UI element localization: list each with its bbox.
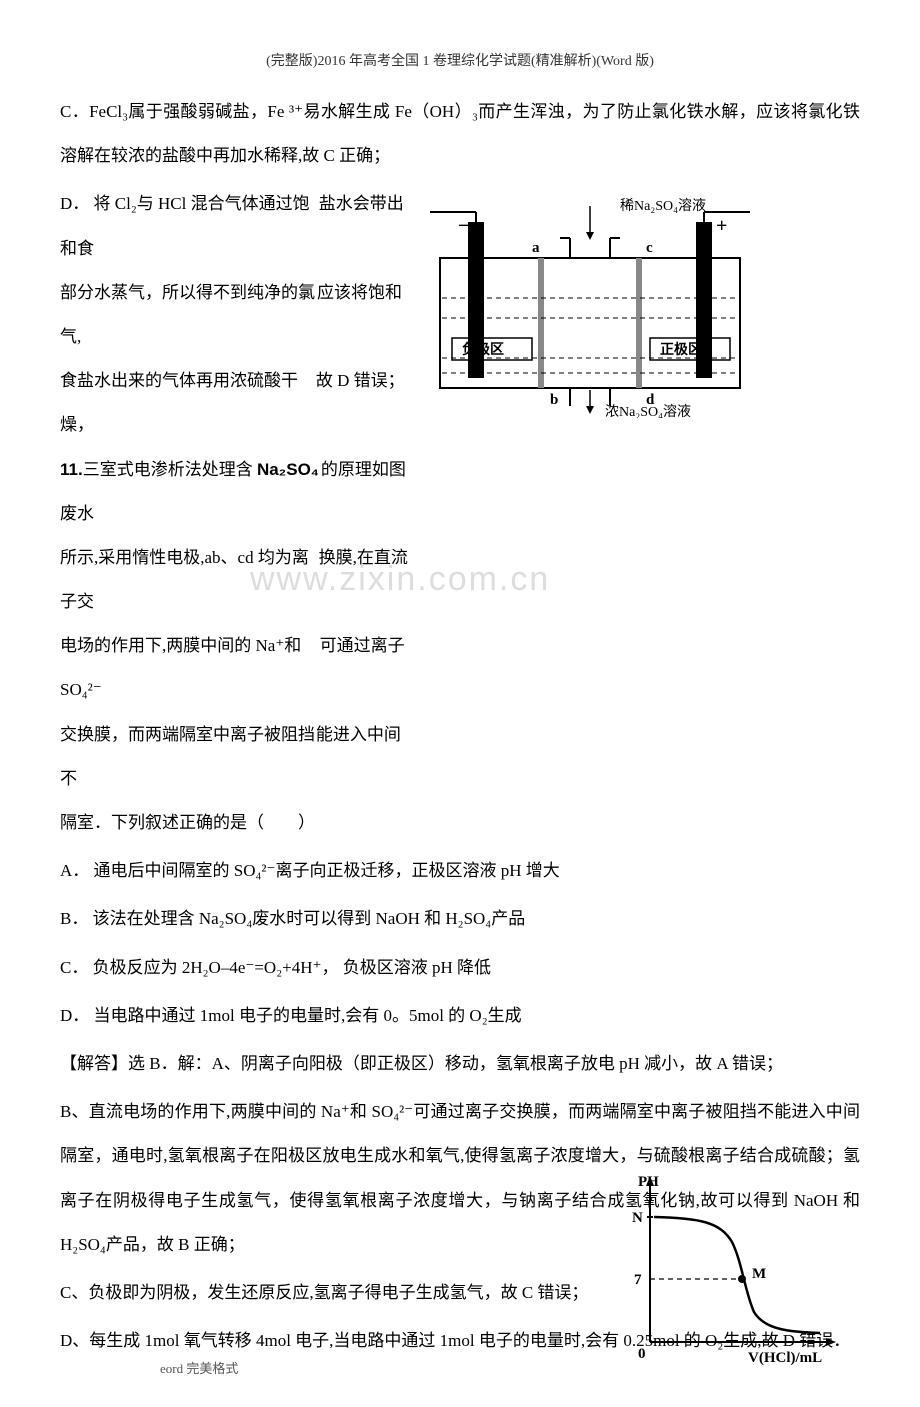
plus-label: + (716, 215, 727, 237)
wrap-right-1: 应该将饱和 (317, 271, 410, 359)
wrap-right-5: 可通过离子 (320, 624, 410, 712)
label-b: b (550, 392, 558, 408)
electrodialysis-diagram: 稀Na₂SO₄溶液 浓Na₂SO₄溶液 − + (420, 188, 760, 423)
wrap-left-4: 所示,采用惰性电极,ab、cd 均为离子交 (60, 536, 319, 624)
wrap-left-5: 电场的作用下,两膜中间的 Na⁺和 SO₄²⁻ (60, 624, 320, 712)
answer-2: B、直流电场的作用下,两膜中间的 Na⁺和 SO₄²⁻可通过离子交换膜，而两端隔… (60, 1090, 860, 1267)
wrap-right-4: 换膜,在直流 (319, 536, 410, 624)
option-a: A． 通电后中间隔室的 SO₄²⁻离子向正极迁移，正极区溶液 pH 增大 (60, 849, 860, 893)
left-region-label: 负极区 (462, 341, 504, 358)
option-d: D． 当电路中通过 1mol 电子的电量时,会有 0。5mol 的 O₂生成 (60, 994, 860, 1038)
wrap-block: 稀Na₂SO₄溶液 浓Na₂SO₄溶液 − + (60, 182, 860, 801)
label-a: a (532, 240, 540, 256)
right-region-label: 正极区 (660, 341, 702, 358)
wrap-left-2: 食盐水出来的气体再用浓硫酸干燥， (60, 359, 316, 447)
option-c: C． 负极反应为 2H₂O–4e⁻=O₂+4H⁺， 负极区溶液 pH 降低 (60, 946, 860, 990)
wrap-left-6: 交换膜，而两端隔室中离子被阻挡不 (60, 713, 316, 801)
diagram-svg: 稀Na₂SO₄溶液 浓Na₂SO₄溶液 − + (420, 188, 760, 418)
wrap-right-3: 的原理如图 (321, 448, 410, 536)
wrap-right-0: 盐水会带出 (319, 182, 410, 270)
diagram-top-label: 稀Na₂SO₄溶液 (620, 198, 706, 214)
answer-1: 【解答】选 B．解：A、阴离子向阳极（即正极区）移动，氢氧根离子放电 pH 减小… (60, 1042, 860, 1086)
label-d: d (646, 392, 655, 408)
option-b: B． 该法在处理含 Na₂SO₄废水时可以得到 NaOH 和 H₂SO₄产品 (60, 897, 860, 941)
para-c: C．FeCl₃属于强酸弱碱盐，Fe ³⁺易水解生成 Fe（OH）₃而产生浑浊，为… (60, 90, 860, 178)
after-wrap: 隔室．下列叙述正确的是（ ） (60, 801, 860, 845)
wrap-left-0: D． 将 Cl₂与 HCl 混合气体通过饱和食 (60, 182, 319, 270)
wrap-left-3: 11.11.三室式电渗析法处理含 Na₂SO₄废水三室式电渗析法处理含 Na₂S… (60, 448, 321, 536)
answer-4: D、每生成 1mol 氧气转移 4mol 电子,当电路中通过 1mol 电子的电… (60, 1319, 860, 1363)
wrap-right-6: 能进入中间 (316, 713, 410, 801)
wrap-left-1: 部分水蒸气，所以得不到纯净的氯气, (60, 271, 317, 359)
page-header: (完整版)2016 年高考全国 1 卷理综化学试题(精准解析)(Word 版) (60, 50, 860, 70)
label-c: c (646, 240, 653, 256)
minus-label: − (458, 215, 469, 237)
wrap-right-2: 故 D 错误； (316, 359, 410, 447)
page-content: (完整版)2016 年高考全国 1 卷理综化学试题(精准解析)(Word 版) … (60, 50, 860, 1363)
answer-3: C、负极即为阴极，发生还原反应,氢离子得电子生成氢气，故 C 错误； (60, 1271, 860, 1315)
